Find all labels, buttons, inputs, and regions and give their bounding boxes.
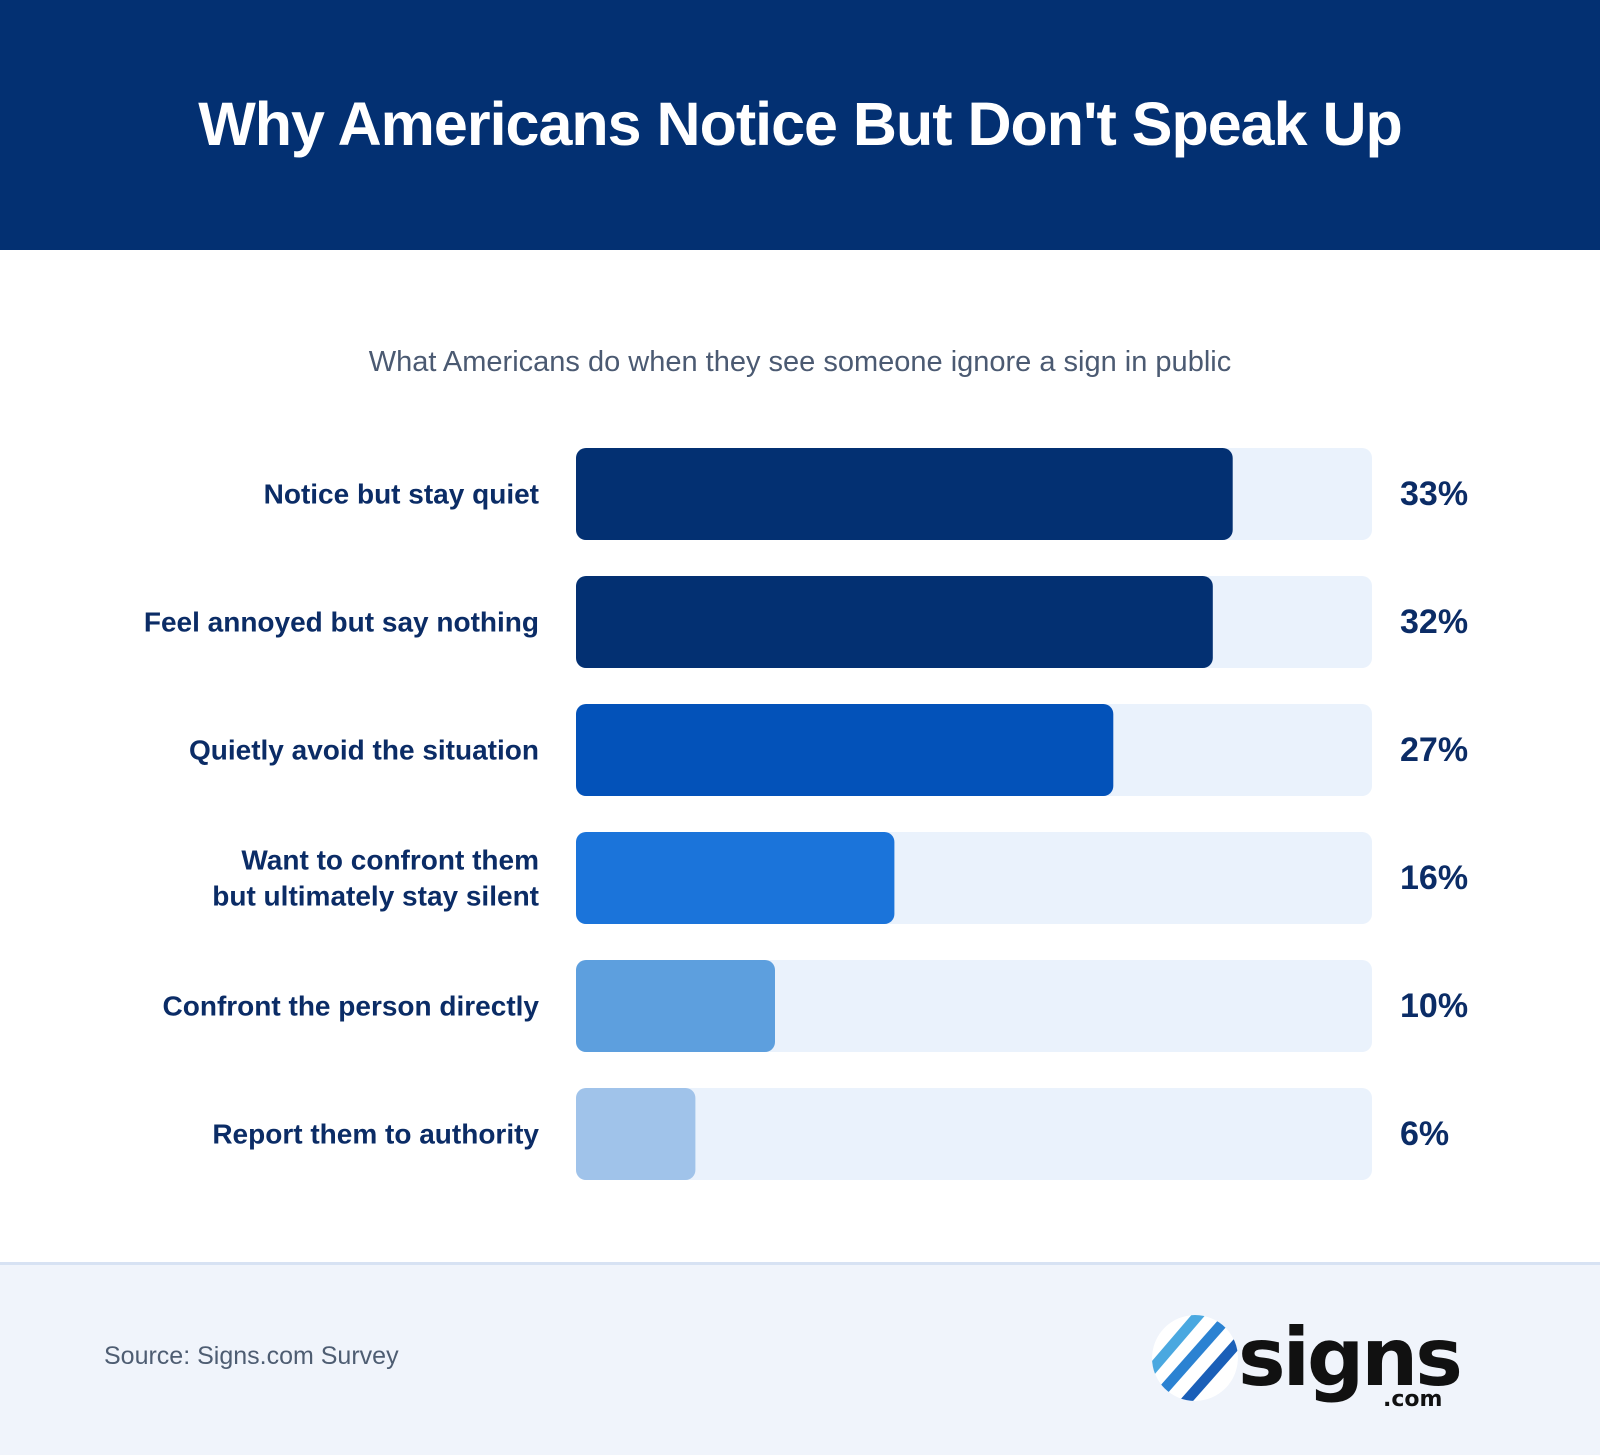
- bar: [576, 704, 1114, 796]
- page-title: Why Americans Notice But Don't Speak Up: [198, 90, 1403, 158]
- signs-logo-mark-icon: [1152, 1315, 1238, 1401]
- category-label: Notice but stay quiet: [264, 479, 539, 510]
- value-label: 27%: [1400, 731, 1468, 769]
- source-note: Source: Signs.com Survey: [104, 1342, 399, 1370]
- bar: [576, 960, 775, 1052]
- signs-logo: signs .com: [1152, 1311, 1463, 1412]
- bar-track: [576, 1088, 1372, 1180]
- category-label: Report them to authority: [212, 1119, 539, 1150]
- footer: Source: Signs.com Survey signs .com: [0, 1262, 1600, 1455]
- logo-suffix: .com: [1383, 1387, 1442, 1412]
- value-label: 10%: [1400, 987, 1468, 1025]
- bar: [576, 1088, 696, 1180]
- value-label: 6%: [1400, 1115, 1449, 1153]
- bar: [576, 448, 1233, 540]
- value-label: 16%: [1400, 859, 1468, 897]
- category-label: Quietly avoid the situation: [189, 735, 539, 766]
- logo-wordmark: signs: [1238, 1311, 1460, 1404]
- bar: [576, 576, 1213, 668]
- bar: [576, 832, 895, 924]
- value-label: 33%: [1400, 475, 1468, 513]
- value-label: 32%: [1400, 603, 1468, 641]
- bar-chart: Notice but stay quiet 33% Feel annoyed but…: [144, 448, 1468, 1180]
- category-label: Want to confront them: [241, 845, 539, 876]
- category-label: Feel annoyed but say nothing: [144, 607, 539, 638]
- header-banner: Why Americans Notice But Don't Speak Up: [0, 0, 1600, 250]
- category-label: but ultimately stay silent: [212, 881, 539, 912]
- category-label: Confront the person directly: [163, 991, 540, 1022]
- chart-subtitle: What Americans do when they see someone …: [368, 346, 1232, 378]
